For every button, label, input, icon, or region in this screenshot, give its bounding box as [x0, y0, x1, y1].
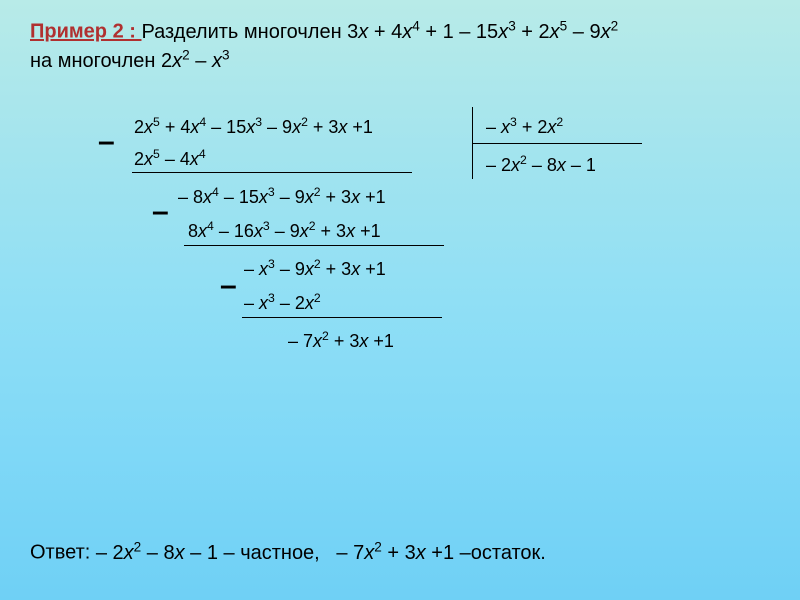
answer-remainder: – 7x2 + 3x +1 –остаток. [336, 542, 545, 564]
divisor: – x3 + 2x2 [486, 115, 563, 138]
dividend: 2x5 + 4x4 – 15x3 – 9x2 + 3x +1 [134, 115, 373, 138]
step2-remainder: – 8x4 – 15x3 – 9x2 + 3x +1 [178, 185, 386, 208]
example-label: Пример 2 : [30, 21, 141, 43]
step1-subtrahend: 2x5 – 4x4 [134, 147, 206, 170]
rule-1 [132, 172, 412, 173]
division-horizontal [472, 143, 642, 144]
quotient: – 2x2 – 8x – 1 [486, 153, 596, 176]
rule-3 [242, 317, 442, 318]
step3-remainder: – x3 – 9x2 + 3x +1 [244, 257, 386, 280]
step3-subtrahend: – x3 – 2x2 [244, 291, 321, 314]
slide: Пример 2 : Разделить многочлен 3x + 4x4 … [0, 0, 800, 600]
title-text-2: на многочлен 2x2 – x3 [30, 50, 230, 72]
title-block: Пример 2 : Разделить многочлен 3x + 4x4 … [30, 16, 770, 75]
minus-icon: – [220, 269, 237, 303]
minus-icon: – [98, 125, 115, 159]
final-remainder: – 7x2 + 3x +1 [288, 329, 394, 352]
rule-2 [184, 245, 444, 246]
step2-subtrahend: 8x4 – 16x3 – 9x2 + 3x +1 [188, 219, 381, 242]
answer-label: Ответ: [30, 542, 96, 564]
minus-icon: – [152, 195, 169, 229]
answer-line: Ответ: – 2x2 – 8x – 1 – частное, – 7x2 +… [30, 539, 546, 565]
title-text-1: Разделить многочлен 3x + 4x4 + 1 – 15x3 … [141, 21, 618, 43]
answer-quotient: – 2x2 – 8x – 1 – частное, [96, 542, 337, 564]
